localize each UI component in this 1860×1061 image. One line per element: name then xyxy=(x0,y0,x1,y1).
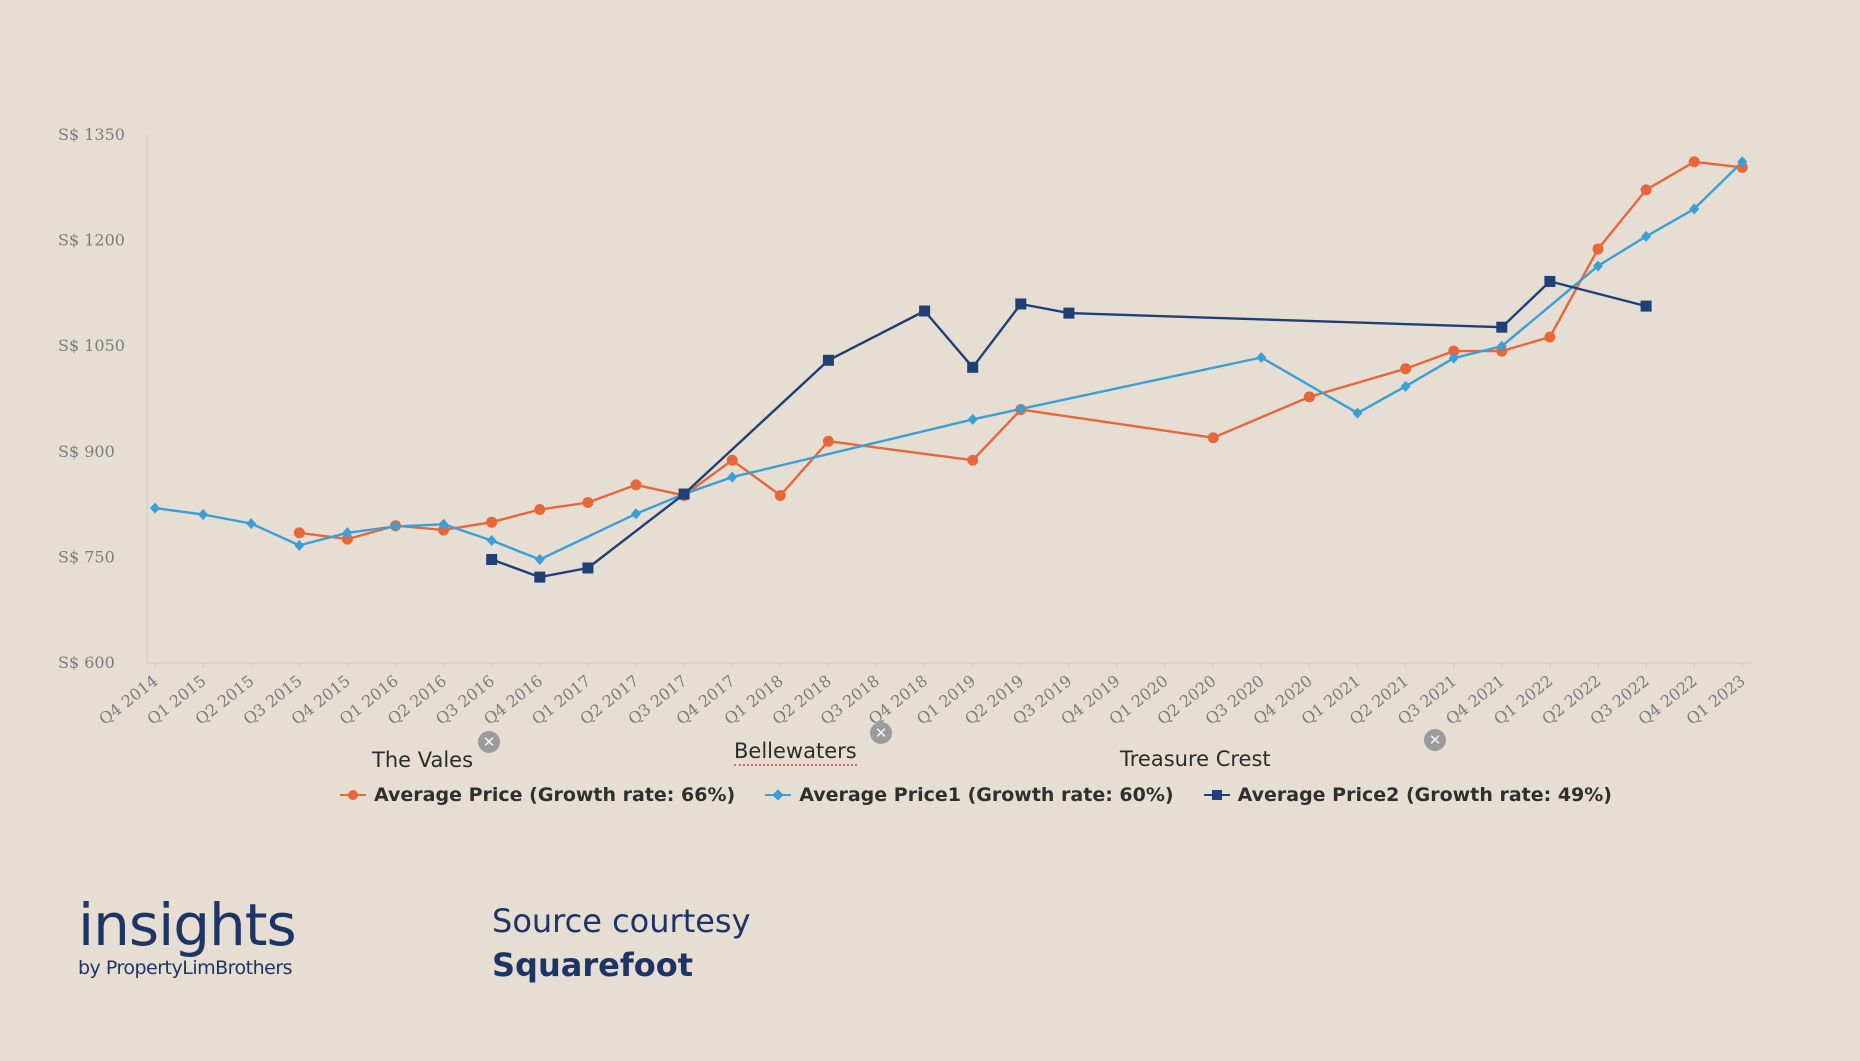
y-tick-label: S$ 1350 xyxy=(58,125,125,144)
legend-label: Average Price1 (Growth rate: 60%) xyxy=(799,784,1174,806)
data-point-diamond xyxy=(1496,340,1507,352)
source-credit-label: Source courtesy xyxy=(492,902,751,940)
y-tick-label: S$ 900 xyxy=(58,442,115,461)
y-axis-line xyxy=(146,135,1752,668)
data-point-diamond xyxy=(1015,403,1026,415)
data-point-square xyxy=(967,361,979,373)
data-point-diamond xyxy=(1400,380,1411,392)
data-point-circle xyxy=(1448,345,1460,357)
data-point-diamond xyxy=(486,535,497,547)
annotation-label-treasure-crest: Treasure Crest xyxy=(1120,747,1271,771)
data-point-circle xyxy=(341,533,353,545)
data-point-circle xyxy=(582,496,594,508)
y-tick-label: S$ 1200 xyxy=(58,231,125,250)
series-lines xyxy=(154,160,1744,579)
data-point-circle xyxy=(822,435,834,447)
brand-wordmark: insights xyxy=(78,891,297,959)
data-point-diamond xyxy=(1689,203,1700,215)
legend-item-average-price1[interactable]: Average Price1 (Growth rate: 60%) xyxy=(765,784,1174,806)
data-point-diamond xyxy=(198,508,209,520)
series-line-2 xyxy=(491,280,1647,579)
data-point-diamond xyxy=(294,539,305,551)
data-point-circle xyxy=(1736,161,1748,173)
data-point-diamond xyxy=(342,527,353,539)
data-point-diamond xyxy=(631,508,641,520)
data-point-circle xyxy=(438,524,450,536)
legend-swatch-circle-icon xyxy=(340,788,366,802)
series-line-0 xyxy=(299,160,1743,541)
source-credit-name: Squarefoot xyxy=(492,946,693,984)
data-point-diamond xyxy=(534,554,545,566)
data-point-square xyxy=(1496,321,1508,333)
data-point-circle xyxy=(1207,432,1219,444)
y-axis-ticks: S$ 1350 S$ 1200 S$ 1050 S$ 900 S$ 750 S$ 600 xyxy=(58,125,125,672)
data-point-square xyxy=(1640,300,1652,312)
data-point-circle xyxy=(967,454,979,466)
series-markers xyxy=(150,156,1748,583)
data-point-diamond xyxy=(438,518,449,530)
data-point-circle xyxy=(630,479,642,491)
legend-label: Average Price (Growth rate: 66%) xyxy=(374,784,736,806)
y-tick-label: S$ 1050 xyxy=(58,336,125,355)
data-point-square xyxy=(582,562,594,574)
annotation-label-the-vales: The Vales xyxy=(372,748,474,772)
data-point-circle xyxy=(486,516,498,528)
data-point-square xyxy=(534,571,546,583)
data-point-diamond xyxy=(1641,230,1652,242)
legend-swatch-square-icon xyxy=(1203,788,1230,802)
data-point-circle xyxy=(1688,156,1700,168)
remove-annotation-bellewaters-icon[interactable]: ✕ xyxy=(870,722,892,744)
data-point-circle xyxy=(293,527,305,539)
data-point-diamond xyxy=(967,413,978,425)
y-tick-label: S$ 600 xyxy=(58,653,115,672)
data-point-circle xyxy=(1303,391,1315,403)
data-point-circle xyxy=(534,504,546,516)
legend-item-average-price[interactable]: Average Price (Growth rate: 66%) xyxy=(340,784,735,806)
brand-logo: insights by PropertyLimBrothers xyxy=(78,891,297,979)
data-point-diamond xyxy=(1256,351,1267,363)
data-point-circle xyxy=(1640,184,1652,196)
annotation-label-bellewaters: Bellewaters xyxy=(734,739,857,766)
y-tick-label: S$ 750 xyxy=(58,547,115,566)
data-point-diamond xyxy=(1593,260,1603,272)
data-point-diamond xyxy=(390,520,401,532)
data-point-circle xyxy=(1544,331,1556,343)
data-point-diamond xyxy=(1448,352,1459,364)
remove-annotation-treasure-crest-icon[interactable]: ✕ xyxy=(1424,729,1446,751)
data-point-circle xyxy=(1592,243,1604,255)
data-point-diamond xyxy=(727,471,738,483)
data-point-square xyxy=(1544,275,1556,287)
legend-item-average-price2[interactable]: Average Price2 (Growth rate: 49%) xyxy=(1203,784,1612,806)
legend-swatch-diamond-icon xyxy=(765,788,792,802)
data-point-diamond xyxy=(1737,156,1748,168)
data-point-square xyxy=(1015,298,1027,310)
source-credit: Source courtesy Squarefoot xyxy=(492,902,751,984)
remove-annotation-the-vales-icon[interactable]: ✕ xyxy=(478,731,500,753)
data-point-square xyxy=(678,488,690,500)
chart-legend: Average Price (Growth rate: 66%) Average… xyxy=(340,784,1612,806)
data-point-square xyxy=(486,554,498,566)
data-point-circle xyxy=(1400,363,1412,375)
data-point-square xyxy=(919,305,931,317)
data-point-diamond xyxy=(150,502,160,514)
data-point-circle xyxy=(774,489,786,501)
brand-tagline: by PropertyLimBrothers xyxy=(78,957,293,979)
data-point-circle xyxy=(726,454,738,466)
series-line-1 xyxy=(154,160,1744,561)
data-point-square xyxy=(1063,307,1075,319)
data-point-diamond xyxy=(1352,407,1363,419)
data-point-square xyxy=(822,354,834,366)
data-point-diamond xyxy=(246,518,257,530)
legend-label: Average Price2 (Growth rate: 49%) xyxy=(1237,784,1612,806)
